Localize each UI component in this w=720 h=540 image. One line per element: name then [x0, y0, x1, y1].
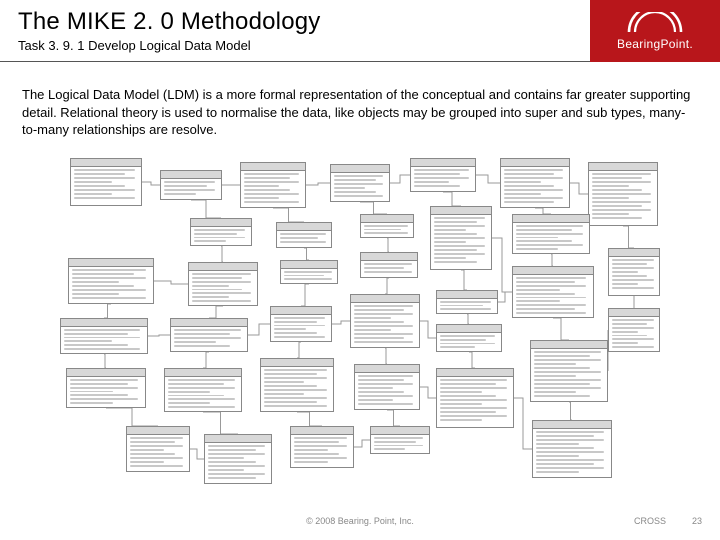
ldm-diagram — [60, 158, 660, 488]
entity-box — [190, 218, 252, 246]
entity-box — [70, 158, 142, 206]
body-paragraph: The Logical Data Model (LDM) is a more f… — [0, 62, 720, 139]
entity-box — [170, 318, 248, 352]
copyright-text: © 2008 Bearing. Point, Inc. — [306, 516, 414, 526]
entity-box — [260, 358, 334, 412]
entity-box — [608, 308, 660, 352]
entity-box — [160, 170, 222, 200]
entity-box — [430, 206, 492, 270]
slide-footer: © 2008 Bearing. Point, Inc. CROSS 23 — [0, 516, 720, 532]
entity-box — [436, 290, 498, 314]
entity-box — [608, 248, 660, 296]
entity-box — [290, 426, 354, 468]
brand-arc-icon — [625, 12, 685, 34]
entity-box — [350, 294, 420, 348]
page-number: 23 — [692, 516, 702, 526]
entity-box — [276, 222, 332, 248]
entity-box — [280, 260, 338, 284]
entity-box — [354, 364, 420, 410]
entity-box — [588, 162, 658, 226]
entity-box — [188, 262, 258, 306]
entity-box — [512, 266, 594, 318]
entity-box — [370, 426, 430, 454]
project-code: CROSS — [634, 516, 666, 526]
entity-box — [204, 434, 272, 484]
entity-box — [164, 368, 242, 412]
entity-box — [126, 426, 190, 472]
entity-box — [330, 164, 390, 202]
entity-box — [530, 340, 608, 402]
entity-box — [270, 306, 332, 342]
entity-box — [60, 318, 148, 354]
entity-box — [532, 420, 612, 478]
entity-box — [500, 158, 570, 208]
brand-logo: BearingPoint. — [590, 0, 720, 62]
entity-box — [240, 162, 306, 208]
slide-header: The MIKE 2. 0 Methodology Task 3. 9. 1 D… — [0, 0, 720, 62]
brand-name: BearingPoint. — [617, 37, 693, 51]
entity-box — [410, 158, 476, 192]
entity-box — [360, 214, 414, 238]
entity-box — [436, 368, 514, 428]
entity-box — [512, 214, 590, 254]
entity-box — [436, 324, 502, 352]
entity-box — [68, 258, 154, 304]
entity-box — [66, 368, 146, 408]
entity-box — [360, 252, 418, 278]
